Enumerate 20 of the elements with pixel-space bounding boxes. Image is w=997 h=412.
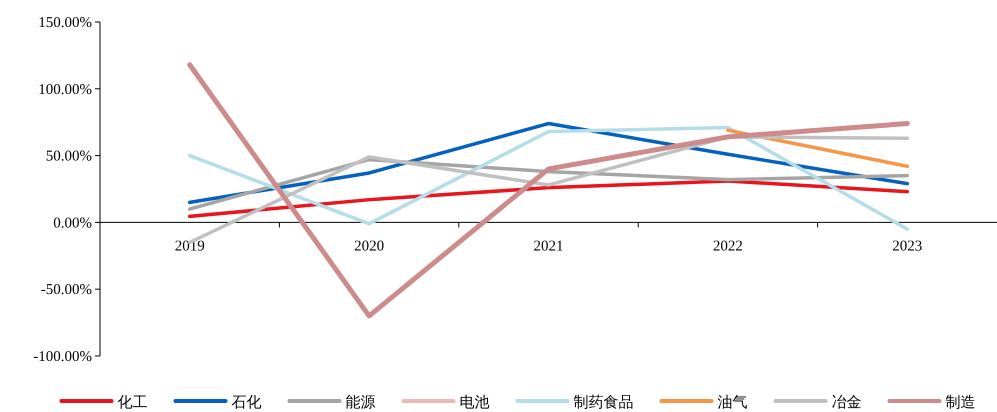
- y-tick-label: -100.00%: [33, 349, 92, 365]
- x-tick-label: 2022: [712, 238, 743, 254]
- x-tick-label: 2023: [892, 238, 922, 254]
- x-tick-label: 2021: [534, 238, 564, 254]
- y-tick-label: 100.00%: [38, 82, 92, 98]
- line-series: [188, 126, 910, 231]
- legend-label: 制药食品: [574, 394, 634, 411]
- legend-label: 化工: [118, 394, 148, 411]
- legend-label: 能源: [346, 394, 376, 411]
- legend-label: 石化: [232, 394, 262, 411]
- y-tick-label: 150.00%: [38, 15, 92, 31]
- x-tick-label: 2020: [354, 238, 384, 254]
- legend-label: 制造: [946, 394, 976, 411]
- y-tick-label: 50.00%: [46, 148, 92, 165]
- legend-label: 电池: [460, 394, 490, 411]
- legend-label: 油气: [718, 394, 748, 411]
- line-series: [188, 179, 910, 218]
- y-tick-label: -50.00%: [40, 282, 92, 298]
- legend-label: 冶金: [832, 394, 862, 411]
- y-tick-label: 0.00%: [53, 215, 92, 232]
